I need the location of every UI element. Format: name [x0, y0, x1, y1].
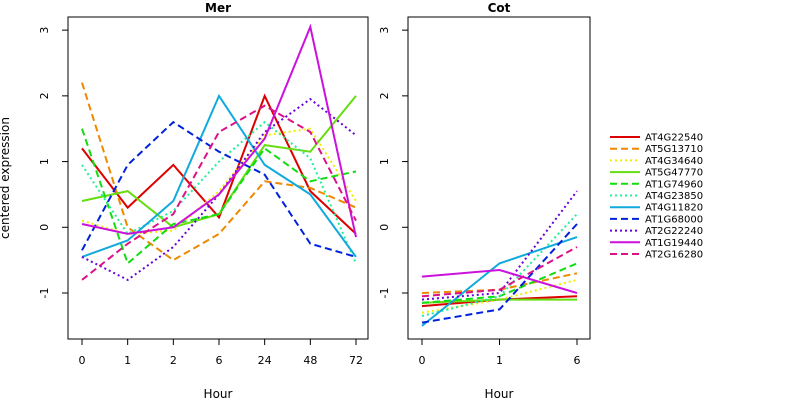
- mer-x-axis-label: Hour: [204, 387, 233, 400]
- mer-series-at4g34640: [81, 127, 357, 235]
- cot-y-tick-label: 2: [378, 92, 391, 99]
- cot-y-tick-label: 3: [378, 27, 391, 34]
- mer-x-tick-label: 2: [170, 354, 177, 367]
- cot-y-tick-label: -1: [378, 288, 391, 299]
- cot-series-at1g74960: [421, 262, 578, 304]
- mer-x-tick-label: 0: [79, 354, 86, 367]
- cot-x-axis-label: Hour: [485, 387, 514, 400]
- y-axis-label: centered expression: [0, 117, 12, 239]
- mer-x-tick-label: 24: [258, 354, 272, 367]
- mer-x-tick-label: 72: [349, 354, 363, 367]
- mer-y-tick-label: 0: [38, 224, 51, 231]
- mer-x-axis: 0 1 2 6 24 48 72: [79, 339, 363, 367]
- mer-series-at4g11820: [81, 93, 357, 258]
- cot-series-at4g23850: [421, 213, 578, 317]
- cot-series-at2g22240: [421, 190, 578, 301]
- mer-series-lines: [81, 23, 357, 282]
- mer-plot-frame: [67, 16, 369, 340]
- cot-series-at1g19440: [421, 268, 578, 294]
- mer-series-at5g47770: [81, 95, 357, 229]
- legend-label-at4g23850: AT4G23850: [645, 191, 703, 202]
- mer-series-at2g22240: [81, 97, 357, 282]
- legend-label-at5g47770: AT5G47770: [645, 168, 703, 179]
- mer-y-axis: -1 0 1 2 3: [38, 27, 68, 299]
- legend: AT4G22540AT5G13710AT4G34640AT5G47770AT1G…: [610, 133, 703, 261]
- mer-series-at1g74960: [81, 128, 357, 266]
- mer-series-at5g13710: [81, 82, 357, 262]
- mer-x-tick-label: 1: [124, 354, 131, 367]
- cot-x-tick-label: 1: [496, 354, 503, 367]
- cot-series-at1g68000: [421, 223, 578, 324]
- mer-x-tick-label: 6: [216, 354, 223, 367]
- legend-label-at4g34640: AT4G34640: [645, 156, 703, 167]
- cot-series-at4g11820: [421, 236, 578, 327]
- mer-panel: Mer -1 0 1 2 3 0 1 2 6 24 48 72 Hour centered expr…: [0, 1, 369, 400]
- mer-y-tick-label: 3: [38, 27, 51, 34]
- cot-series-at4g34640: [421, 278, 578, 314]
- cot-y-tick-label: 0: [378, 224, 391, 231]
- cot-series-lines: [421, 190, 578, 327]
- mer-title: Mer: [205, 1, 231, 15]
- legend-label-at4g22540: AT4G22540: [645, 133, 703, 144]
- mer-series-at1g19440: [81, 23, 357, 238]
- mer-y-tick-label: 1: [38, 158, 51, 165]
- mer-series-at4g23850: [81, 120, 357, 264]
- cot-x-axis: 0 1 6: [419, 339, 581, 367]
- mer-x-tick-label: 48: [303, 354, 317, 367]
- cot-panel: Cot -1 0 1 2 3 0 1 6 Hour: [378, 1, 591, 400]
- legend-label-at5g13710: AT5G13710: [645, 144, 703, 155]
- mer-series-at1g68000: [81, 120, 357, 258]
- mer-y-tick-label: 2: [38, 92, 51, 99]
- cot-title: Cot: [488, 1, 511, 15]
- legend-label-at1g68000: AT1G68000: [645, 214, 703, 225]
- legend-label-at2g16280: AT2G16280: [645, 250, 703, 261]
- legend-label-at2g22240: AT2G22240: [645, 226, 703, 237]
- mer-y-tick-label: -1: [38, 288, 51, 299]
- cot-x-tick-label: 0: [419, 354, 426, 367]
- legend-label-at1g74960: AT1G74960: [645, 179, 703, 190]
- cot-series-at5g47770: [421, 298, 577, 304]
- cot-y-axis: -1 0 1 2 3: [378, 27, 408, 299]
- cot-y-tick-label: 1: [378, 158, 391, 165]
- cot-series-at2g16280: [421, 246, 578, 298]
- legend-label-at4g11820: AT4G11820: [645, 203, 703, 214]
- mer-series-at2g16280: [81, 104, 357, 281]
- cot-x-tick-label: 6: [574, 354, 581, 367]
- legend-label-at1g19440: AT1G19440: [645, 238, 703, 249]
- mer-series-at4g22540: [81, 93, 357, 235]
